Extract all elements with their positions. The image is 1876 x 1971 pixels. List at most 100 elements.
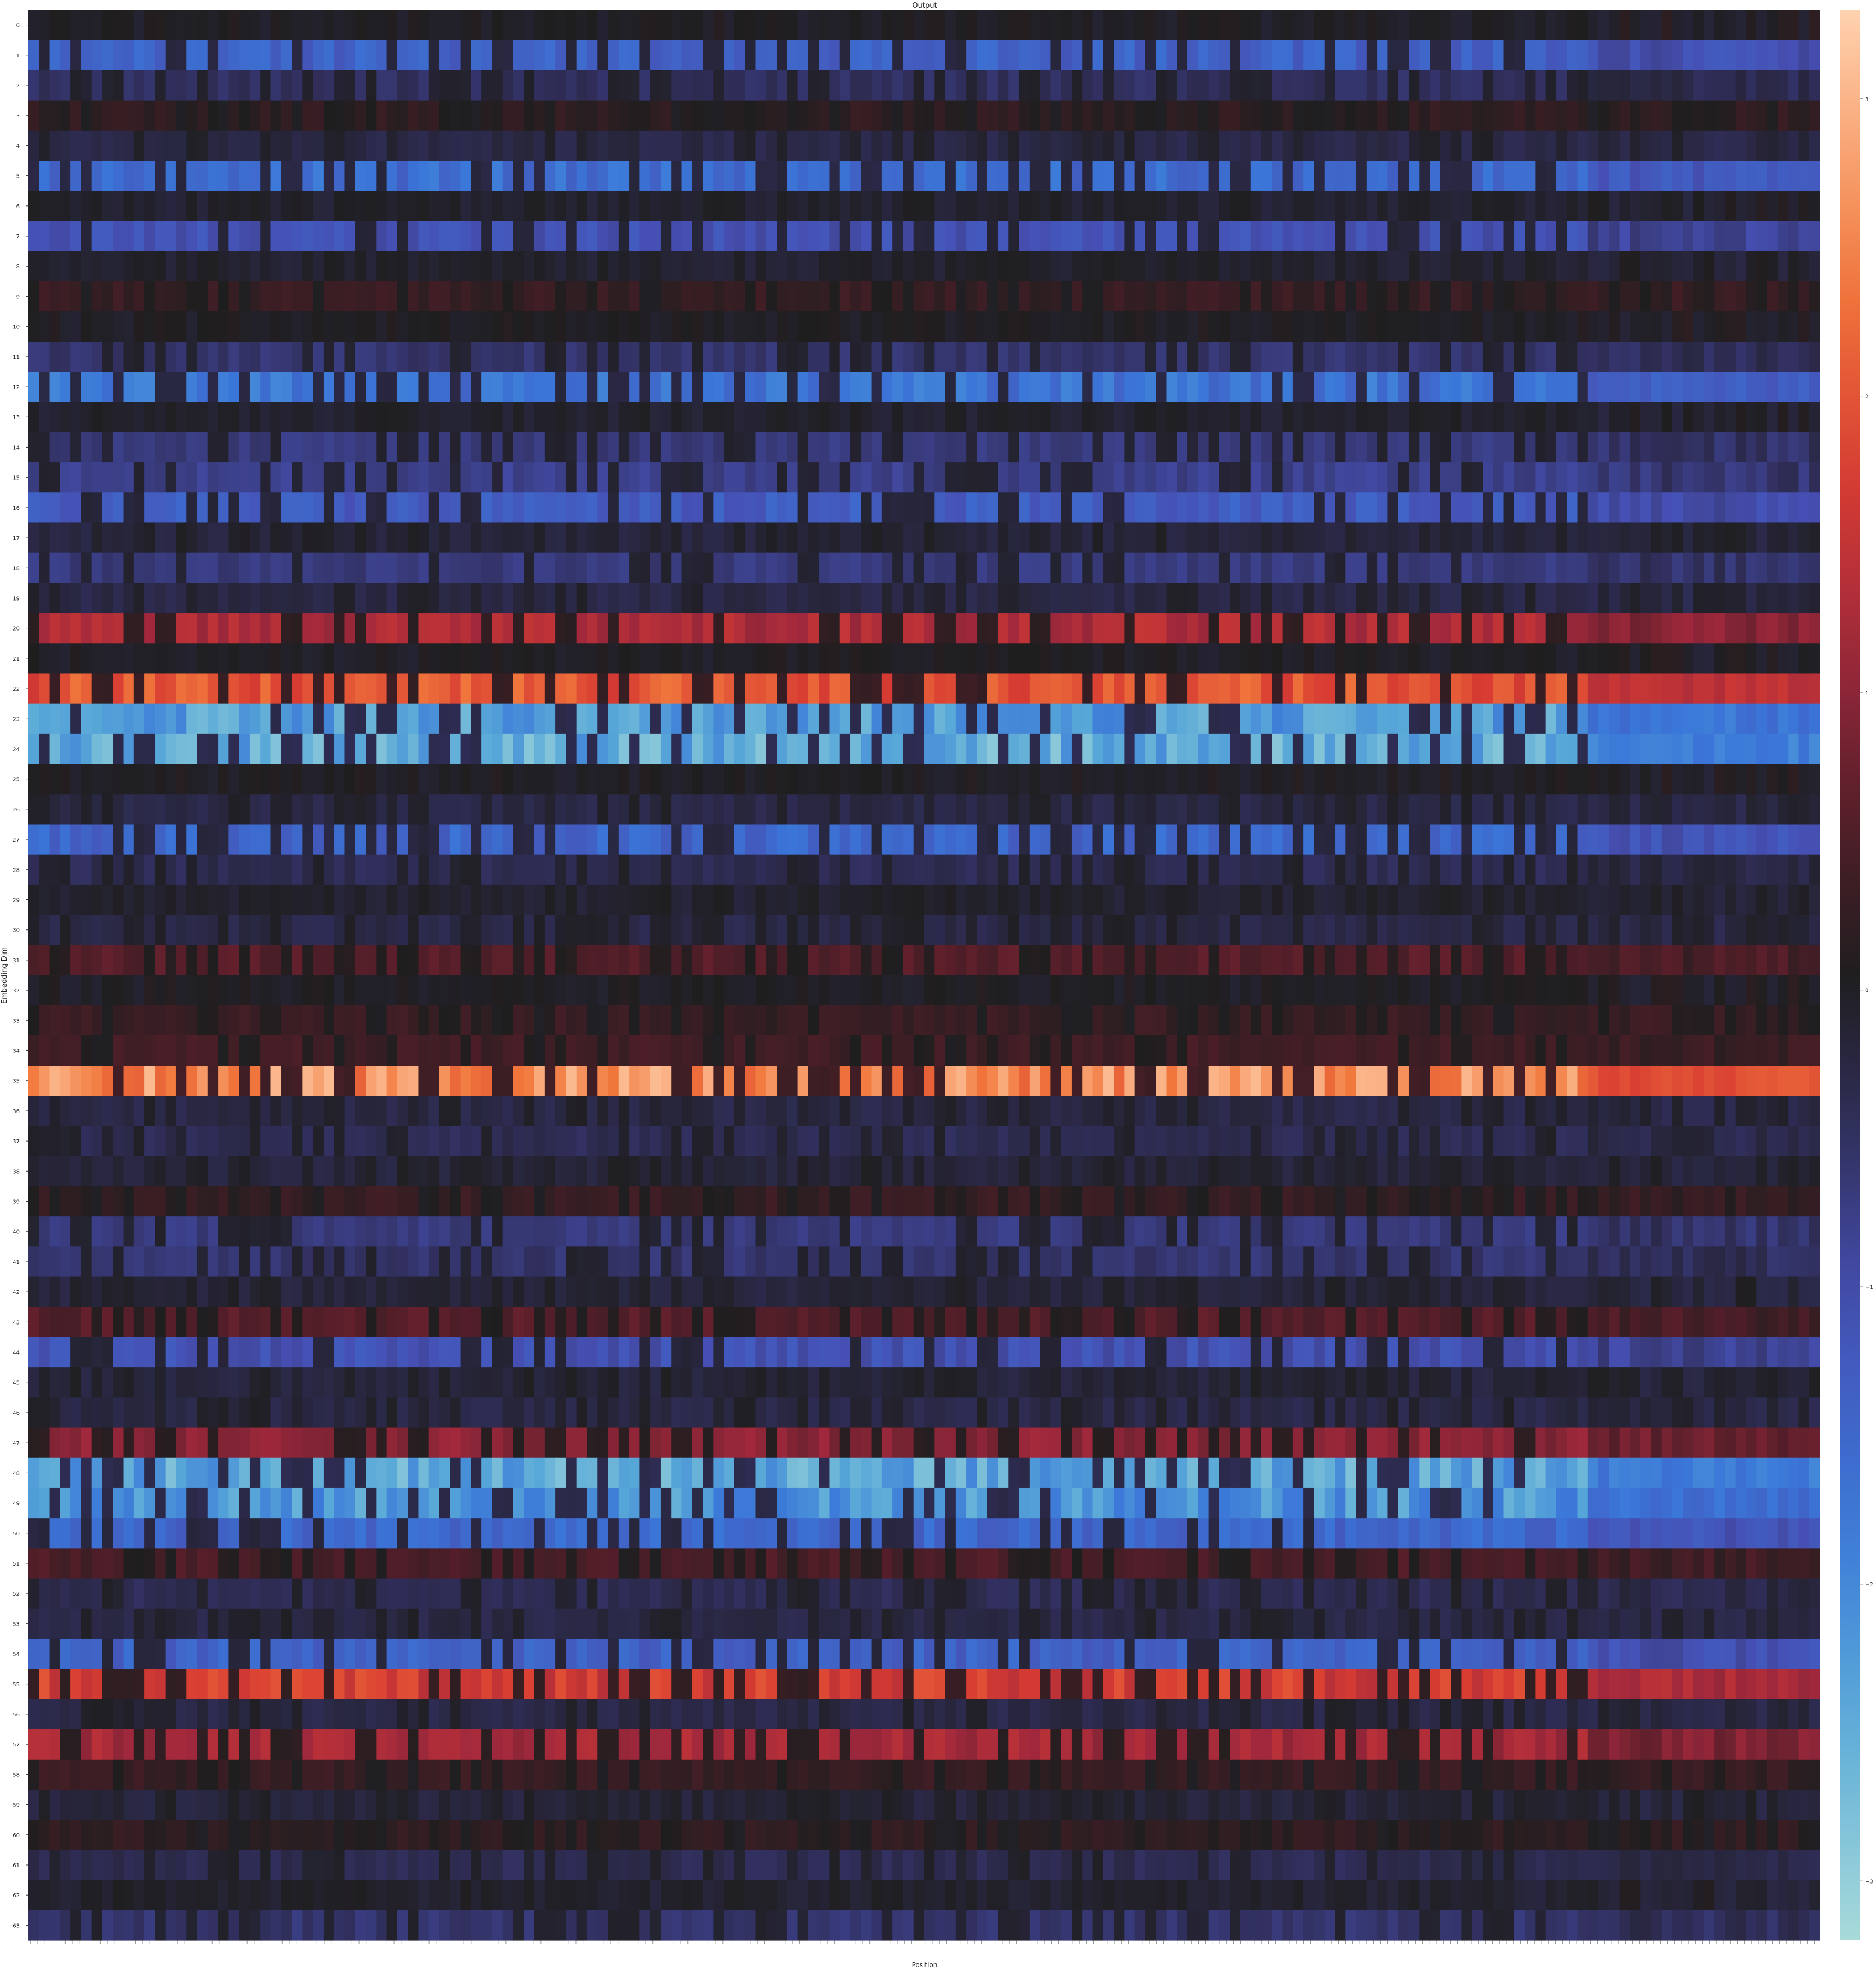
heatmap-cell xyxy=(1398,100,1409,131)
heatmap-cell xyxy=(450,372,461,403)
heatmap-cell xyxy=(1451,311,1462,342)
heatmap-cell xyxy=(1303,733,1315,764)
heatmap-cell xyxy=(544,432,556,463)
heatmap-cell xyxy=(692,703,703,734)
heatmap-cell xyxy=(871,643,883,674)
heatmap-cell xyxy=(323,342,334,373)
heatmap-cell xyxy=(777,161,787,191)
heatmap-cell xyxy=(281,10,292,40)
heatmap-cell xyxy=(344,794,356,825)
heatmap-cell xyxy=(281,522,292,554)
heatmap-cell xyxy=(1145,191,1156,222)
heatmap-cell xyxy=(1114,552,1125,584)
heatmap-cell xyxy=(1250,613,1262,644)
heatmap-cell xyxy=(1019,191,1030,222)
heatmap-cell xyxy=(418,130,430,161)
heatmap-cell xyxy=(586,70,598,101)
heatmap-cell xyxy=(1472,764,1483,795)
heatmap-cell xyxy=(81,854,92,885)
heatmap-cell xyxy=(1767,372,1778,403)
heatmap-cell xyxy=(629,161,640,191)
heatmap-cell xyxy=(1019,462,1030,493)
heatmap-cell xyxy=(650,492,661,523)
heatmap-cell xyxy=(355,552,366,584)
heatmap-cell xyxy=(977,764,988,795)
heatmap-cell xyxy=(671,161,683,191)
heatmap-cell xyxy=(839,402,851,433)
heatmap-cell xyxy=(586,342,598,373)
heatmap-cell xyxy=(787,733,798,764)
heatmap-cell xyxy=(1587,583,1599,614)
heatmap-cell xyxy=(608,824,619,855)
heatmap-cell xyxy=(144,522,155,554)
heatmap-cell xyxy=(102,794,113,825)
heatmap-cell xyxy=(966,100,978,131)
heatmap-cell xyxy=(1208,221,1220,252)
heatmap-cell xyxy=(1124,703,1136,734)
heatmap-cell xyxy=(1103,191,1114,222)
heatmap-cell xyxy=(713,70,725,101)
heatmap-cell xyxy=(313,70,324,101)
heatmap-cell xyxy=(1693,40,1704,70)
heatmap-cell xyxy=(355,522,366,554)
heatmap-cell xyxy=(966,70,978,101)
heatmap-cell xyxy=(418,552,430,584)
heatmap-cell xyxy=(797,70,809,101)
heatmap-cell xyxy=(966,522,978,554)
heatmap-cell xyxy=(881,854,893,885)
heatmap-cell xyxy=(977,311,988,342)
heatmap-cell xyxy=(1398,643,1409,674)
heatmap-cell xyxy=(766,733,777,764)
heatmap-cell xyxy=(681,764,693,795)
heatmap-cell xyxy=(60,462,71,493)
heatmap-cell xyxy=(133,643,145,674)
heatmap-cell xyxy=(924,432,935,463)
heatmap-cell xyxy=(1556,462,1567,493)
heatmap-cell xyxy=(945,221,956,252)
heatmap-cell xyxy=(1230,100,1241,131)
heatmap-cell xyxy=(987,372,998,403)
heatmap-cell xyxy=(586,884,598,915)
heatmap-cell xyxy=(808,613,819,644)
heatmap-cell xyxy=(292,281,303,312)
heatmap-cell xyxy=(692,130,703,161)
heatmap-cell xyxy=(1040,462,1051,493)
heatmap-cell xyxy=(692,372,703,403)
heatmap-cell xyxy=(1050,402,1062,433)
heatmap-cell xyxy=(228,342,240,373)
heatmap-cell xyxy=(1609,854,1620,885)
heatmap-cell xyxy=(555,824,566,855)
heatmap-cell xyxy=(1482,40,1493,70)
heatmap-cell xyxy=(292,251,303,282)
heatmap-cell xyxy=(102,673,113,704)
heatmap-cell xyxy=(1503,281,1515,312)
heatmap-cell xyxy=(576,552,587,584)
heatmap-cell xyxy=(376,70,387,101)
heatmap-cell xyxy=(175,311,187,342)
heatmap-cell xyxy=(292,794,303,825)
heatmap-cell xyxy=(997,10,1009,40)
heatmap-cell xyxy=(1314,643,1325,674)
heatmap-cell xyxy=(197,10,208,40)
heatmap-cell xyxy=(1419,613,1431,644)
heatmap-cell xyxy=(1050,703,1062,734)
heatmap-cell xyxy=(713,824,725,855)
heatmap-cell xyxy=(1292,613,1304,644)
heatmap-cell xyxy=(1545,643,1557,674)
heatmap-cell xyxy=(460,824,472,855)
heatmap-cell xyxy=(1092,673,1104,704)
heatmap-cell xyxy=(302,854,314,885)
heatmap-cell xyxy=(197,854,208,885)
heatmap-cell xyxy=(1714,613,1726,644)
heatmap-cell xyxy=(861,311,872,342)
heatmap-cell xyxy=(713,552,725,584)
heatmap-cell xyxy=(734,70,745,101)
heatmap-cell xyxy=(1777,703,1789,734)
heatmap-cell xyxy=(1156,130,1167,161)
heatmap-cell xyxy=(618,342,630,373)
heatmap-cell xyxy=(829,251,840,282)
heatmap-cell xyxy=(197,221,208,252)
heatmap-cell xyxy=(745,251,756,282)
heatmap-cell xyxy=(144,100,155,131)
heatmap-cell xyxy=(1693,100,1704,131)
